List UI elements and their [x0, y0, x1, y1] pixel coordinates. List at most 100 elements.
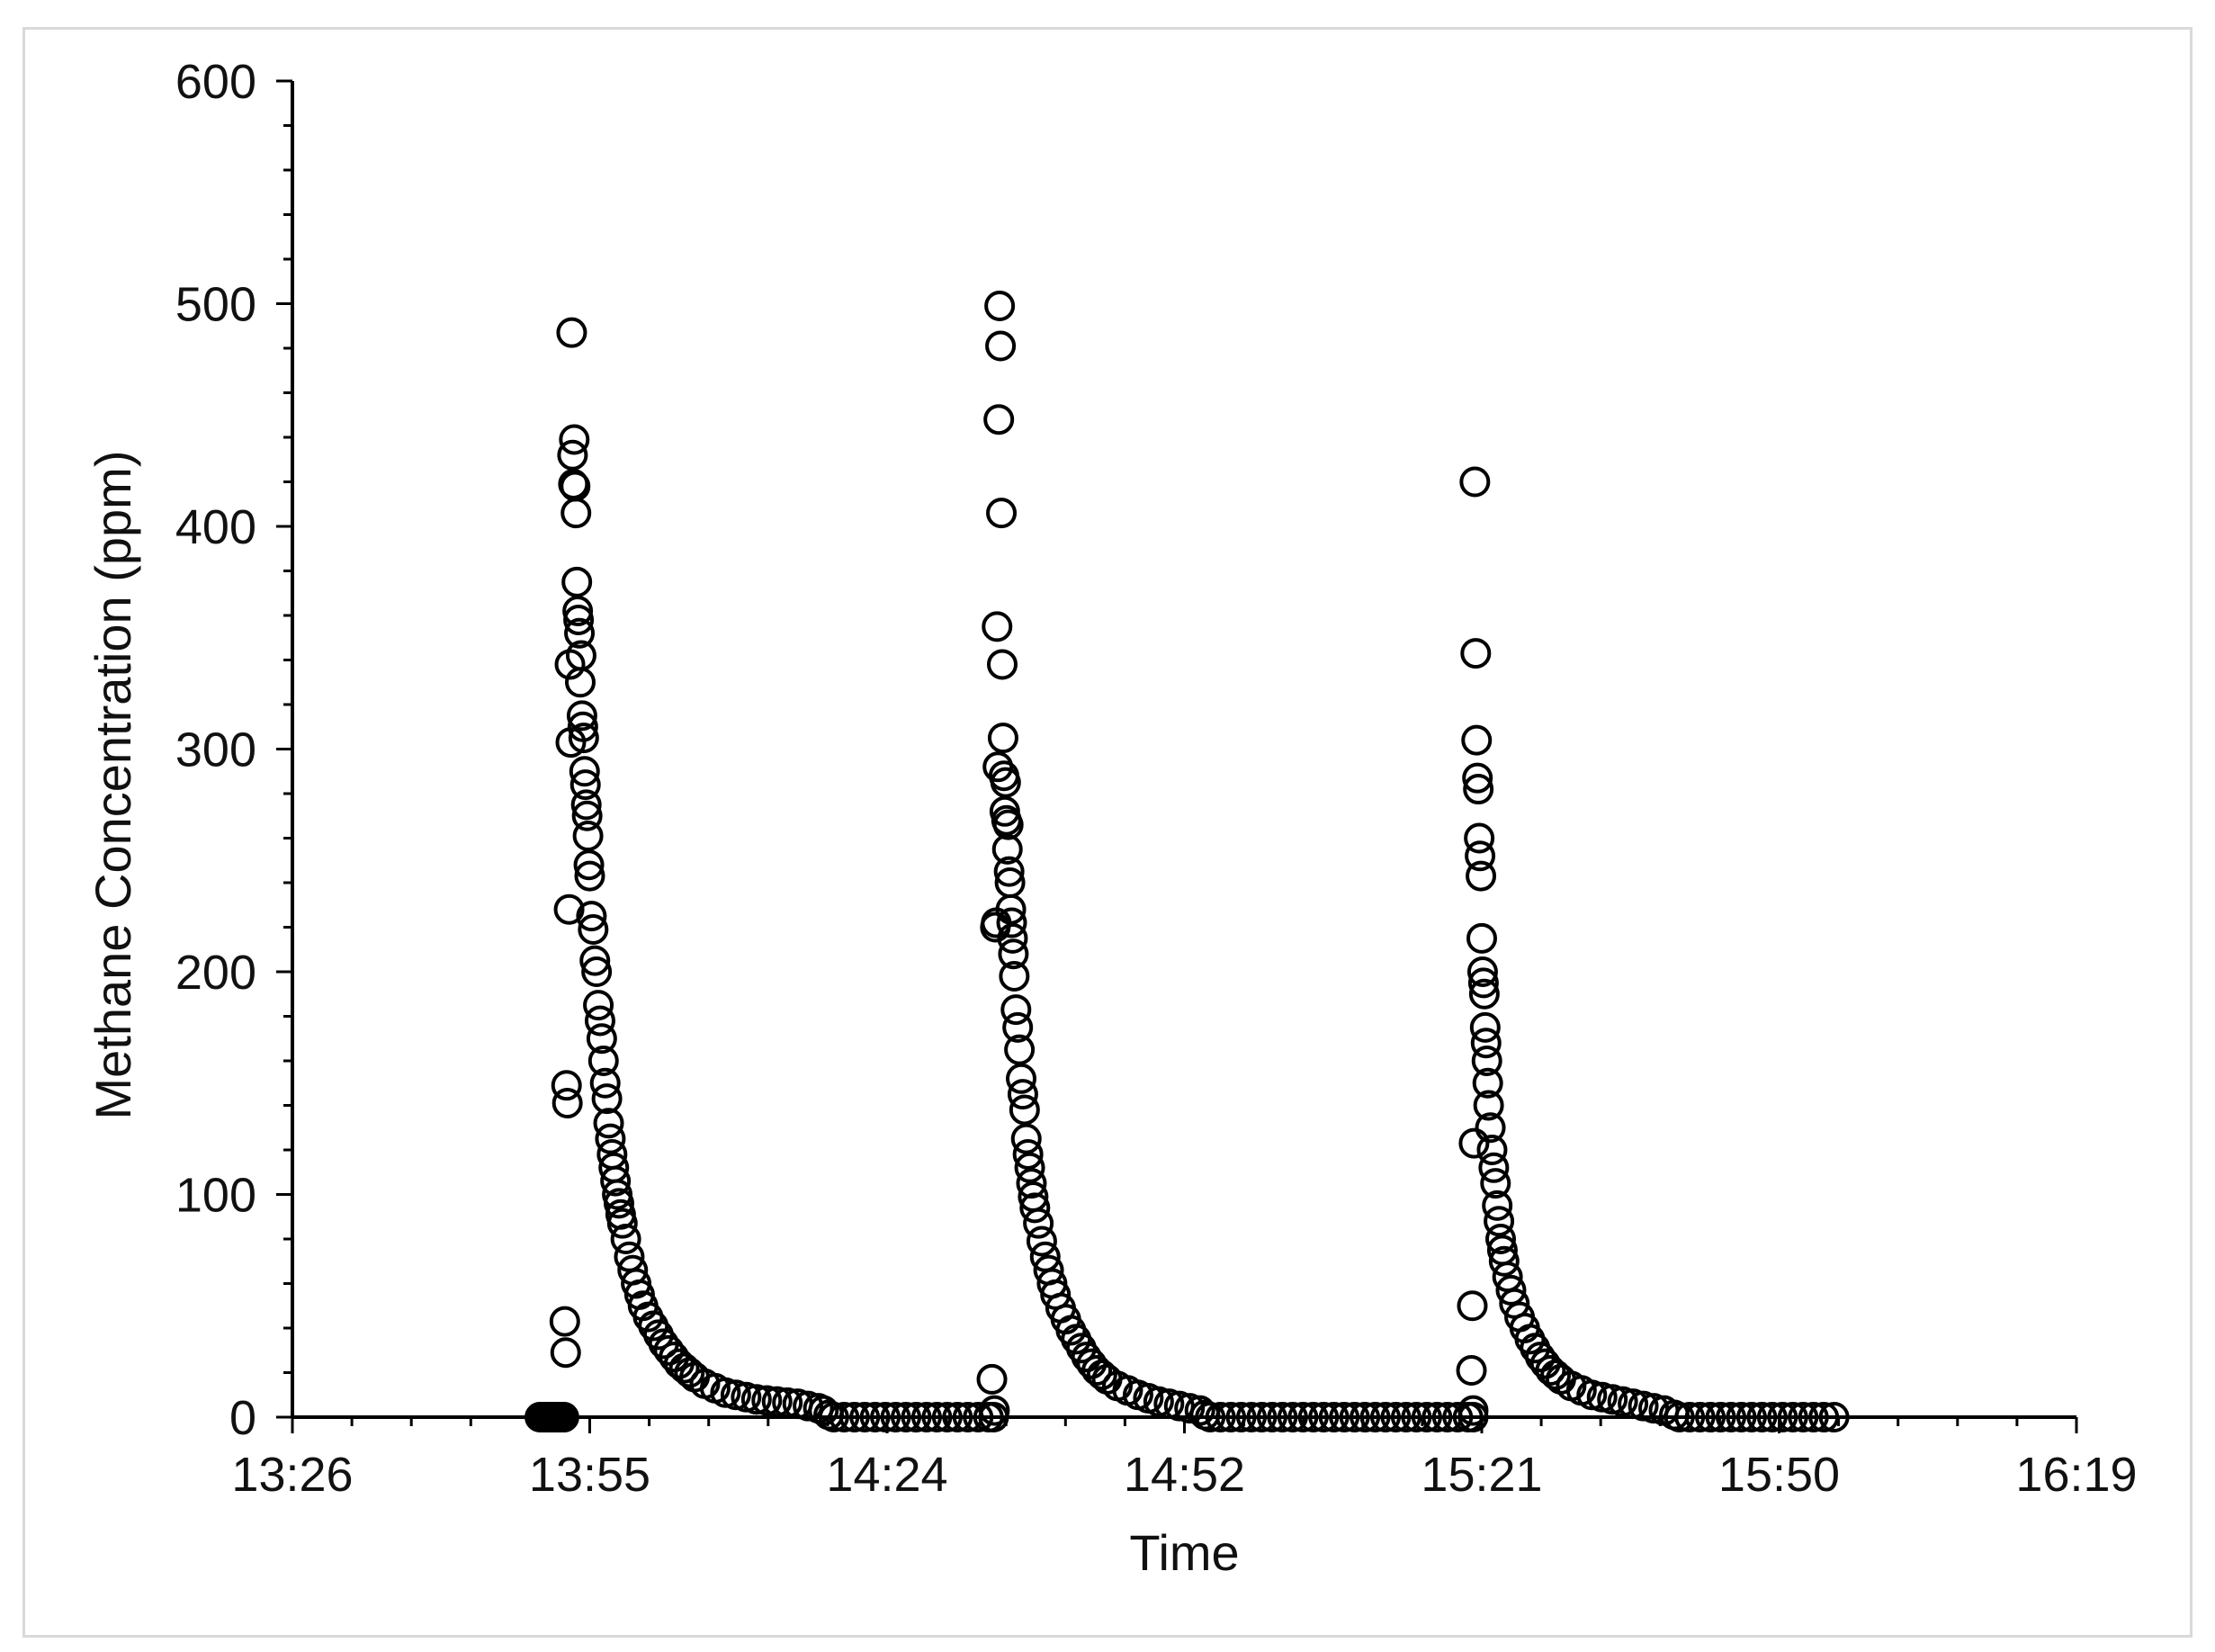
y-tick-label: 500	[175, 278, 256, 332]
data-point	[586, 1023, 617, 1055]
y-tick-label: 600	[175, 55, 256, 109]
data-point	[1482, 1190, 1513, 1221]
data-point	[564, 617, 596, 649]
data-point	[1535, 1355, 1566, 1387]
data-point	[568, 723, 599, 754]
data-point	[579, 945, 611, 976]
data-point	[578, 913, 609, 945]
data-point	[595, 1123, 626, 1154]
data-point	[1004, 1034, 1036, 1065]
data-point	[1484, 1206, 1515, 1237]
y-tick-label: 400	[175, 500, 256, 554]
data-point	[761, 1386, 793, 1417]
data-point	[560, 498, 592, 529]
data-point	[1529, 1348, 1561, 1379]
data-point	[1540, 1359, 1572, 1390]
data-point	[1468, 978, 1500, 1010]
data-point	[551, 1070, 582, 1101]
data-point	[552, 1088, 583, 1119]
data-point	[606, 1208, 638, 1239]
data-point	[1023, 1208, 1054, 1239]
data-point	[563, 604, 595, 635]
data-point	[1488, 1245, 1520, 1277]
data-point	[1002, 1011, 1034, 1043]
data-point	[1014, 1152, 1045, 1183]
data-point	[1466, 956, 1498, 987]
data-point	[982, 611, 1013, 642]
data-point	[1466, 860, 1497, 892]
data-point	[1467, 967, 1499, 999]
data-point	[1006, 1063, 1037, 1094]
data-point	[603, 1188, 634, 1219]
y-tick-label: 0	[229, 1391, 256, 1445]
data-point	[1485, 1224, 1517, 1254]
data-point	[1016, 1168, 1047, 1199]
data-point	[1457, 1395, 1489, 1426]
data-markers	[525, 290, 1850, 1432]
y-tick-label: 200	[175, 946, 256, 1000]
data-point	[570, 789, 602, 821]
data-point	[668, 1352, 700, 1384]
data-point	[1475, 1112, 1506, 1144]
data-point	[562, 596, 594, 627]
data-point	[987, 723, 1018, 754]
data-point	[1457, 1290, 1488, 1322]
data-point	[1462, 762, 1493, 794]
data-point	[1480, 1168, 1511, 1199]
data-point	[986, 649, 1018, 680]
data-point	[589, 1067, 621, 1099]
data-point	[996, 907, 1027, 938]
data-point	[557, 439, 588, 471]
data-point	[1000, 994, 1032, 1026]
data-point	[569, 769, 601, 801]
data-point	[584, 1005, 615, 1037]
data-point	[583, 990, 614, 1021]
data-point	[1460, 638, 1492, 669]
data-point	[990, 767, 1021, 798]
data-point	[1012, 1138, 1044, 1170]
data-point	[1470, 1028, 1502, 1059]
x-tick-label: 14:52	[1124, 1448, 1245, 1502]
data-point	[1026, 1226, 1057, 1257]
data-point	[569, 756, 600, 787]
data-point	[1469, 1011, 1501, 1043]
data-point	[674, 1357, 705, 1388]
data-point	[1466, 922, 1497, 954]
data-point	[1081, 1355, 1113, 1387]
data-point	[556, 317, 587, 348]
data-point	[659, 1342, 690, 1373]
data-point	[979, 1395, 1010, 1426]
data-point	[1472, 1067, 1503, 1099]
data-point	[610, 1224, 641, 1254]
data-point	[976, 1363, 1008, 1395]
data-point	[1478, 1152, 1510, 1183]
data-point	[567, 711, 598, 742]
data-point	[571, 800, 603, 831]
data-point	[593, 1108, 624, 1139]
data-point	[993, 856, 1025, 887]
data-point	[1459, 466, 1491, 498]
data-point	[1463, 774, 1494, 805]
data-point	[581, 956, 613, 987]
x-tick-label: 16:19	[2015, 1448, 2137, 1502]
y-tick-label: 300	[175, 723, 256, 777]
ticks: 0 100 200 300 400 500 600 13:26 13:55 14:24 14:52 1…	[175, 55, 2138, 1502]
figure-frame	[22, 27, 2193, 1638]
data-point	[561, 566, 593, 597]
data-point	[982, 751, 1014, 783]
data-point	[1473, 1090, 1504, 1121]
data-point	[1471, 1046, 1502, 1076]
x-tick-label: 15:50	[1718, 1448, 1840, 1502]
data-point	[1465, 840, 1496, 872]
data-point	[995, 893, 1027, 925]
data-point	[565, 640, 596, 671]
data-point	[1458, 1127, 1490, 1159]
x-axis-title: Time	[1129, 1524, 1239, 1581]
x-tick-label: 14:24	[826, 1448, 947, 1502]
data-point	[1476, 1135, 1508, 1165]
data-point	[1007, 1079, 1038, 1110]
data-point	[997, 922, 1028, 954]
data-point	[991, 833, 1023, 865]
data-point	[1464, 822, 1495, 854]
